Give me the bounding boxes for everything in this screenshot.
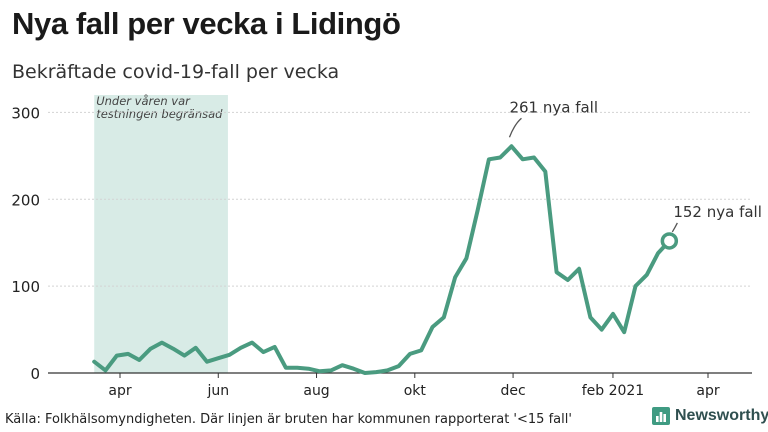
y-tick-label: 200 <box>11 191 40 209</box>
data-point <box>385 368 389 372</box>
y-tick-label: 0 <box>30 365 40 383</box>
x-tick-label: apr <box>108 383 131 399</box>
y-tick-label: 100 <box>11 278 40 296</box>
data-point <box>453 275 457 279</box>
data-point <box>600 328 604 332</box>
shaded-region-label: Under våren var <box>96 94 191 108</box>
brand-name: Newsworthy <box>675 407 768 424</box>
data-point <box>510 144 514 148</box>
data-point <box>205 360 209 364</box>
data-point <box>182 354 186 358</box>
data-point <box>216 356 220 360</box>
data-point <box>431 325 435 329</box>
data-point <box>329 368 333 372</box>
x-tick-label: apr <box>696 383 719 399</box>
data-point <box>442 315 446 319</box>
data-point <box>566 278 570 282</box>
x-tick-label: okt <box>404 383 427 399</box>
y-tick-label: 300 <box>11 104 40 122</box>
data-point <box>273 345 277 349</box>
data-point <box>408 352 412 356</box>
peak-annotation-pointer <box>508 117 522 138</box>
data-point <box>137 358 141 362</box>
last-value-marker <box>660 232 679 250</box>
data-point <box>487 157 491 161</box>
data-point <box>194 346 198 350</box>
data-point <box>622 330 626 334</box>
x-tick-label: dec <box>500 383 525 399</box>
data-point <box>543 170 547 174</box>
data-point <box>352 367 356 371</box>
data-point <box>397 364 401 368</box>
data-point <box>577 267 581 271</box>
x-tick-label: feb 2021 <box>582 383 645 399</box>
data-point <box>295 366 299 370</box>
data-point <box>307 367 311 371</box>
data-point <box>92 360 96 364</box>
shaded-region <box>94 95 228 373</box>
data-point <box>250 341 254 345</box>
data-point <box>521 157 525 161</box>
data-point <box>160 341 164 345</box>
data-point <box>239 346 243 350</box>
x-tick-label: jun <box>206 383 229 399</box>
data-point <box>645 273 649 277</box>
data-point <box>498 156 502 160</box>
data-point <box>284 366 288 370</box>
data-point <box>261 350 265 354</box>
data-point <box>476 209 480 213</box>
last-value-annotation: 152 nya fall <box>673 203 762 221</box>
data-point <box>532 156 536 160</box>
x-tick-label: aug <box>303 383 329 399</box>
data-point <box>149 347 153 351</box>
data-point <box>464 256 468 260</box>
data-point <box>555 270 559 274</box>
data-point <box>374 370 378 374</box>
shaded-region-label: testningen begränsad <box>96 107 223 121</box>
brand-logo[interactable]: Newsworthy <box>652 407 768 425</box>
data-point <box>588 315 592 319</box>
data-point <box>115 354 119 358</box>
series-line <box>92 144 672 375</box>
data-point <box>104 368 108 372</box>
last-value-pointer <box>671 222 678 233</box>
data-point <box>126 352 130 356</box>
data-point <box>228 353 232 357</box>
data-point <box>634 284 638 288</box>
data-point <box>171 347 175 351</box>
newsworthy-logo-icon <box>652 407 670 425</box>
chart-subtitle: Bekräftade covid-19-fall per vecka <box>12 61 340 83</box>
source-note: Källa: Folkhälsomyndigheten. Där linjen … <box>5 412 572 427</box>
chart-title: Nya fall per vecka i Lidingö <box>12 6 401 41</box>
data-point <box>656 251 660 255</box>
data-point <box>611 312 615 316</box>
data-point <box>318 369 322 373</box>
data-point <box>340 363 344 367</box>
peak-annotation: 261 nya fall <box>509 98 598 116</box>
data-point <box>419 348 423 352</box>
data-point <box>363 371 367 375</box>
